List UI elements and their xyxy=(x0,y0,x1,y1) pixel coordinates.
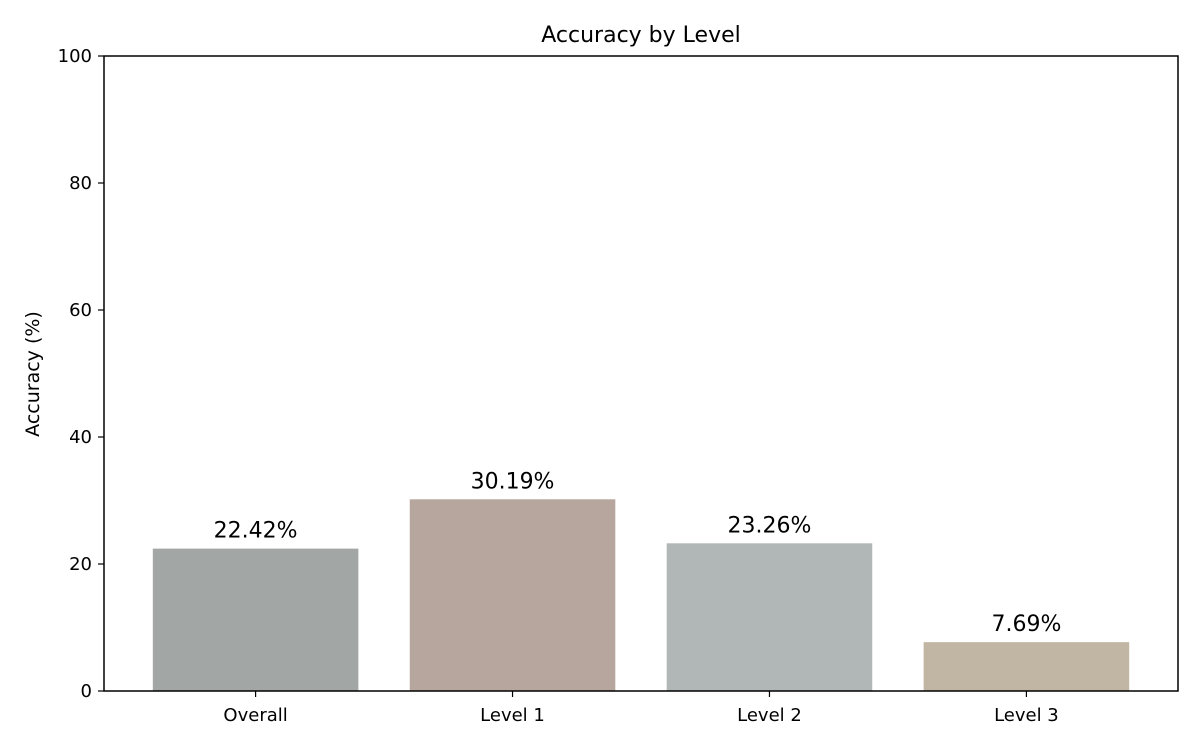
bar-level-1 xyxy=(409,499,616,691)
bar-value-label: 22.42% xyxy=(214,519,298,544)
bar-value-label: 7.69% xyxy=(991,612,1061,637)
bar-value-label: 30.19% xyxy=(471,469,555,494)
y-tick-label: 40 xyxy=(69,427,92,448)
x-tick-label: Level 3 xyxy=(994,705,1059,726)
y-tick-label: 80 xyxy=(69,173,92,194)
y-tick-label: 0 xyxy=(81,681,92,702)
bar-value-label: 23.26% xyxy=(728,513,812,538)
y-tick-label: 60 xyxy=(69,300,92,321)
x-axis-ticks: Overall Level 1 Level 2 Level 3 xyxy=(223,691,1059,726)
bar-level-3 xyxy=(923,642,1130,691)
bar-level-2 xyxy=(666,543,873,691)
y-tick-label: 100 xyxy=(58,46,92,67)
y-tick-label: 20 xyxy=(69,554,92,575)
chart-title: Accuracy by Level xyxy=(541,23,740,48)
x-tick-label: Overall xyxy=(223,705,287,726)
value-labels: 22.42% 30.19% 23.26% 7.69% xyxy=(214,469,1062,637)
x-tick-label: Level 2 xyxy=(737,705,802,726)
y-axis-ticks: 0 20 40 60 80 100 xyxy=(58,46,104,702)
y-axis-label: Accuracy (%) xyxy=(22,311,44,437)
bar-overall xyxy=(152,548,359,691)
x-tick-label: Level 1 xyxy=(480,705,545,726)
bars xyxy=(152,499,1130,691)
plot-frame xyxy=(103,55,1179,692)
